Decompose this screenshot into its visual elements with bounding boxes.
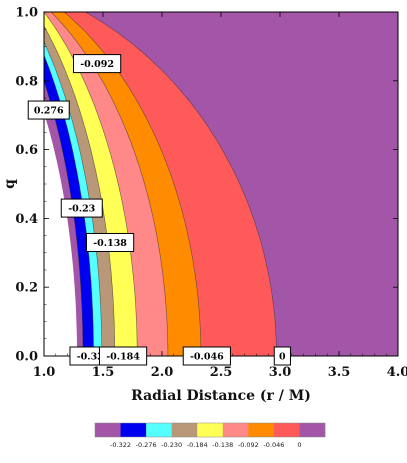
- contour-label: 0: [273, 346, 291, 366]
- x-axis-ticks: 1.0 1.5 2.0 2.5 3.0 3.5 4.0: [33, 12, 407, 380]
- contour-label-text: -0.046: [190, 352, 224, 363]
- contour-label-text: -0.138: [93, 238, 127, 249]
- legend-swatch: [171, 423, 198, 437]
- x-tick-label: 1.5: [92, 365, 115, 380]
- legend-swatch: [273, 423, 300, 437]
- contour-line: [44, 25, 116, 356]
- legend-swatch: [197, 423, 224, 437]
- legend-swatch: [248, 423, 275, 437]
- x-tick-label: 1.0: [33, 365, 56, 380]
- contour-lines: [44, 12, 277, 356]
- contour-label: -0.046: [182, 346, 231, 366]
- contour-label-box: [273, 346, 291, 366]
- contour-line: [44, 41, 103, 356]
- y-tick-label: 0.2: [15, 281, 38, 296]
- contour-label: 0.276: [27, 100, 70, 120]
- legend-tick-label: 0: [297, 441, 301, 449]
- contour-label: -0.184: [98, 346, 148, 366]
- contour-line: [44, 54, 94, 356]
- contour-label-text: -0.092: [80, 59, 114, 70]
- legend-tick-label: -0.092: [238, 441, 259, 449]
- contour-label-text: 0: [279, 352, 286, 363]
- contour-line: [85, 12, 277, 356]
- contour-label-text: -0.322: [77, 352, 111, 363]
- color-legend: -0.322 -0.276 -0.230 -0.184 -0.138 -0.092 -0.0…: [94, 422, 326, 449]
- y-tick-label: 0.8: [15, 74, 38, 89]
- contour-label-text: -0.23: [68, 204, 95, 215]
- x-tick-label: 3.0: [269, 365, 292, 380]
- legend-swatch: [299, 423, 326, 437]
- contour-label-box: [98, 346, 148, 366]
- contour-label: -0.092: [73, 54, 122, 74]
- contour-label-box: [85, 232, 135, 252]
- contour-labels: -0.092 0.276 -0.23 -0.138 -0.322-0.184 -0.046…: [27, 54, 291, 366]
- legend-tick-label: -0.322: [110, 441, 131, 449]
- contour-region-undefined: [44, 112, 77, 356]
- legend-swatch: [222, 423, 249, 437]
- contour-label: -0.23: [60, 198, 103, 218]
- y-tick-label: 1.0: [15, 6, 38, 21]
- contour-label-text: 0.276: [34, 106, 64, 117]
- x-tick-label: 3.5: [328, 365, 351, 380]
- contour-label-text: -0.184: [106, 352, 140, 363]
- legend-swatch: [146, 423, 172, 437]
- x-tick-label: 2.0: [151, 365, 174, 380]
- contour-line: [44, 80, 84, 356]
- legend-tick-label: -0.046: [263, 441, 284, 449]
- legend-swatch: [120, 423, 147, 437]
- y-tick-label: 0.6: [15, 143, 38, 158]
- x-tick-label: 4.0: [387, 365, 407, 380]
- contour-label-box: [182, 346, 231, 366]
- contour-label: -0.138: [85, 232, 135, 252]
- legend-tick-label: -0.138: [212, 441, 233, 449]
- contour-label-box: [60, 198, 103, 218]
- legend-tick-label: -0.230: [161, 441, 182, 449]
- contour-label-box: [73, 54, 122, 74]
- y-axis-ticks: 0.0 0.2 0.4 0.6 0.8 1.0: [15, 6, 398, 365]
- y-tick-label: 0.0: [15, 350, 38, 365]
- contour-label-box: [27, 100, 70, 120]
- legend-border: [94, 422, 326, 438]
- y-axis-label: q: [2, 179, 18, 189]
- y-tick-label: 0.4: [15, 212, 38, 227]
- legend-tick-label: -0.184: [187, 441, 208, 449]
- x-tick-label: 2.5: [210, 365, 233, 380]
- x-axis-label: Radial Distance (r / M): [131, 388, 311, 404]
- legend-swatch: [95, 423, 121, 437]
- legend-tick-label: -0.276: [136, 441, 157, 449]
